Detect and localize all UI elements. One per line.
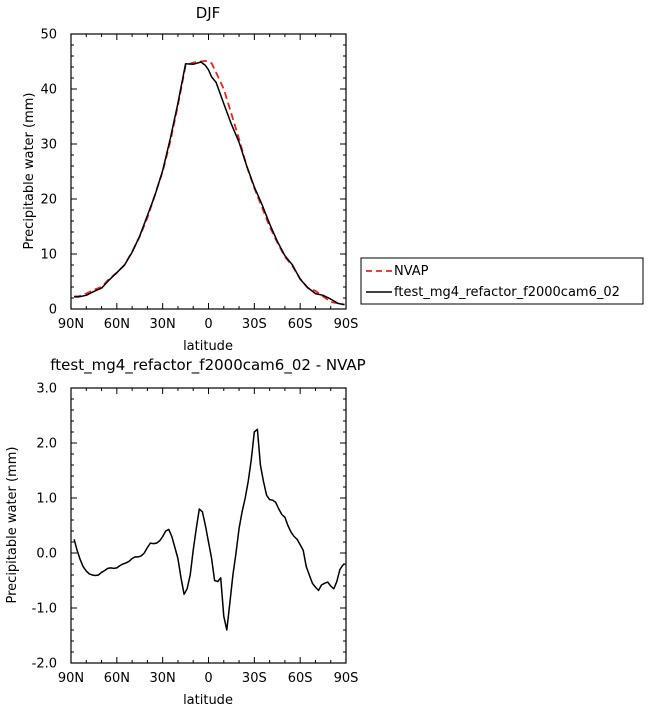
bottom-x-tick-label: 30S bbox=[242, 671, 267, 686]
bottom-chart-ylabel: Precipitable water (mm) bbox=[5, 447, 20, 604]
top-y-tick-label: 20 bbox=[40, 193, 57, 208]
legend-label-nvap: NVAP bbox=[394, 264, 429, 279]
bottom-chart-xlabel: latitude bbox=[183, 693, 233, 708]
top-chart-axes: 90N 60N 30N 0 30S 60S 90S 0 10 20 30 40 50 bbox=[40, 28, 358, 333]
bottom-x-tick-label: 60S bbox=[288, 671, 313, 686]
bottom-x-tick-label: 60N bbox=[104, 671, 130, 686]
top-x-tick-label: 90S bbox=[334, 317, 359, 332]
top-chart-plot-area bbox=[70, 33, 347, 310]
bottom-chart-axes: 90N 60N 30N 0 30S 60S 90S -2.0 -1.0 0.0 1.0 2.0 3.0 bbox=[32, 382, 359, 687]
bottom-x-tick-label: 0 bbox=[204, 671, 212, 686]
top-x-tick-label: 60N bbox=[104, 317, 130, 332]
top-x-tick-label: 60S bbox=[288, 317, 313, 332]
bottom-chart-panel: ftest_mg4_refactor_f2000cam6_02 - NVAP 9… bbox=[5, 356, 366, 708]
legend-label-model: ftest_mg4_refactor_f2000cam6_02 bbox=[394, 285, 620, 300]
bottom-y-tick-label: 0.0 bbox=[36, 547, 57, 562]
top-x-tick-label: 30N bbox=[150, 317, 176, 332]
top-x-tick-label: 0 bbox=[204, 317, 212, 332]
top-chart-title: DJF bbox=[196, 4, 221, 22]
bottom-x-tick-label: 90N bbox=[58, 671, 84, 686]
top-chart-legend: NVAP ftest_mg4_refactor_f2000cam6_02 bbox=[360, 257, 644, 305]
top-y-tick-label: 30 bbox=[40, 138, 57, 153]
top-x-tick-label: 30S bbox=[242, 317, 267, 332]
top-y-tick-label: 0 bbox=[49, 303, 57, 318]
bottom-x-tick-label: 90S bbox=[334, 671, 359, 686]
bottom-y-tick-label: 1.0 bbox=[36, 492, 57, 507]
bottom-y-tick-label: -1.0 bbox=[32, 602, 57, 617]
top-y-tick-label: 40 bbox=[40, 83, 57, 98]
bottom-chart-plot-area bbox=[70, 387, 347, 664]
bottom-x-tick-label: 30N bbox=[150, 671, 176, 686]
top-chart-panel: DJF 90N 60N 30N 0 30S 60S 90S 0 10 20 30 40 50 latit… bbox=[22, 4, 358, 354]
bottom-y-tick-label: 2.0 bbox=[36, 437, 57, 452]
bottom-series-line-0 bbox=[73, 428, 345, 631]
bottom-chart-series bbox=[73, 428, 345, 631]
legend-box bbox=[360, 257, 644, 305]
top-y-tick-label: 50 bbox=[40, 28, 57, 43]
bottom-chart-title: ftest_mg4_refactor_f2000cam6_02 - NVAP bbox=[50, 356, 365, 375]
top-chart-xlabel: latitude bbox=[183, 339, 233, 354]
top-chart-series bbox=[74, 60, 345, 306]
top-series-line-nvap bbox=[74, 60, 345, 306]
top-chart-ylabel: Precipitable water (mm) bbox=[22, 93, 37, 250]
top-y-tick-label: 10 bbox=[40, 248, 57, 263]
bottom-y-tick-label: -2.0 bbox=[32, 657, 57, 672]
top-series-line-ftest-mg4-refactor-f2000cam6-02 bbox=[74, 61, 345, 306]
bottom-y-tick-label: 3.0 bbox=[36, 382, 57, 397]
top-x-tick-label: 90N bbox=[58, 317, 84, 332]
